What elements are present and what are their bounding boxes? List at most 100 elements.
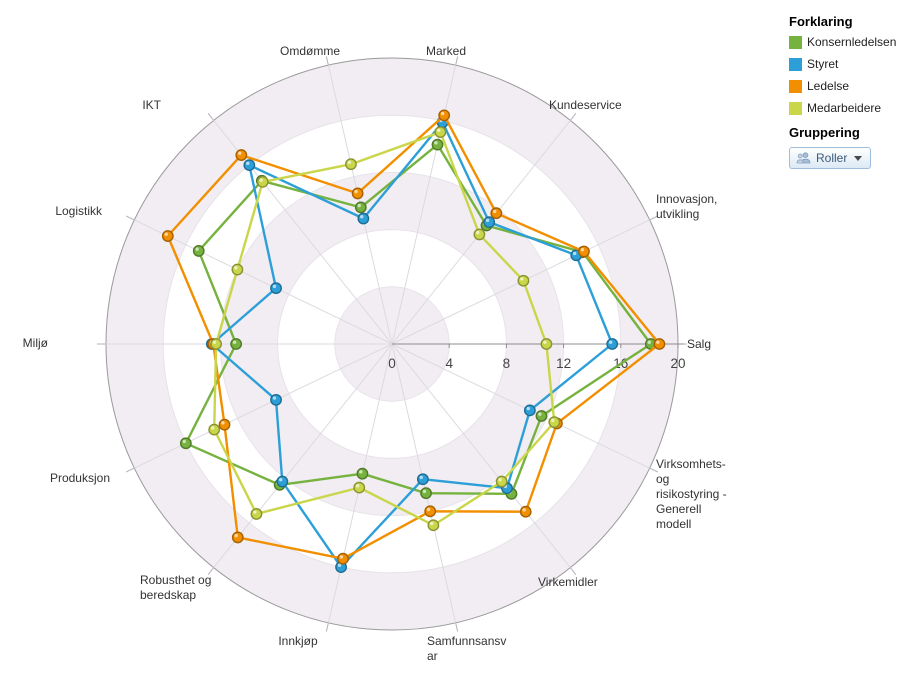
data-point-ledelse[interactable] — [231, 531, 244, 544]
data-point-medarbeidere[interactable] — [427, 519, 440, 532]
data-point-konsernledelsen[interactable] — [535, 410, 548, 422]
data-point-gloss — [210, 426, 215, 430]
data-point-styret[interactable] — [483, 216, 496, 229]
legend-title: Forklaring — [789, 14, 853, 29]
data-point-styret[interactable] — [243, 159, 256, 172]
legend-item-styret[interactable]: Styret — [789, 57, 901, 71]
data-point-medarbeidere[interactable] — [250, 508, 263, 520]
data-point-medarbeidere[interactable] — [353, 481, 366, 494]
category-label: Samfunnsansv — [427, 634, 506, 648]
axis-tick-label: 0 — [388, 356, 396, 371]
data-point-styret[interactable] — [606, 338, 619, 350]
category-tick — [455, 622, 459, 632]
category-label: Generell — [656, 502, 701, 516]
data-point-ledelse[interactable] — [653, 338, 666, 350]
legend-item-ledelse[interactable]: Ledelse — [789, 79, 901, 93]
data-point-konsernledelsen[interactable] — [354, 201, 367, 214]
data-point-medarbeidere[interactable] — [548, 416, 561, 429]
data-point-gloss — [355, 484, 360, 488]
data-point-gloss — [580, 248, 585, 252]
data-point-styret[interactable] — [357, 212, 370, 225]
category-label: utvikling — [656, 207, 699, 221]
data-point-ledelse[interactable] — [490, 207, 503, 220]
data-point-ledelse[interactable] — [218, 418, 231, 431]
data-point-gloss — [419, 475, 423, 480]
data-point-konsernledelsen[interactable] — [230, 338, 243, 350]
data-point-medarbeidere[interactable] — [540, 338, 553, 350]
data-point-ledelse[interactable] — [161, 230, 174, 242]
data-point-ledelse[interactable] — [424, 505, 437, 518]
category-tick — [569, 567, 577, 575]
people-icon — [796, 152, 811, 164]
legend-item-medarbeidere[interactable]: Medarbeidere — [789, 101, 901, 115]
data-point-gloss — [164, 232, 168, 236]
category-label: IKT — [142, 98, 161, 112]
data-point-konsernledelsen[interactable] — [356, 467, 369, 480]
grouping-dropdown-roller[interactable]: Roller — [789, 147, 872, 169]
legend-item-konsernledelsen[interactable]: Konsernledelsen — [789, 35, 901, 49]
category-tick — [125, 467, 135, 473]
data-point-medarbeidere[interactable] — [495, 475, 508, 488]
data-point-ledelse[interactable] — [235, 149, 248, 161]
data-point-gloss — [520, 277, 524, 281]
data-point-gloss — [246, 161, 250, 166]
data-point-gloss — [551, 418, 555, 423]
data-point-konsernledelsen[interactable] — [192, 245, 205, 257]
data-point-gloss — [259, 178, 263, 182]
data-point-styret[interactable] — [523, 404, 536, 417]
category-label: risikostyring - — [656, 487, 727, 501]
data-point-gloss — [234, 533, 238, 538]
data-point-styret[interactable] — [270, 282, 282, 295]
category-tick — [649, 467, 659, 473]
category-tick — [207, 113, 215, 121]
category-label: Miljø — [23, 336, 49, 350]
data-point-gloss — [272, 284, 277, 289]
data-point-medarbeidere[interactable] — [517, 274, 530, 287]
data-point-medarbeidere[interactable] — [345, 158, 357, 171]
data-point-medarbeidere[interactable] — [231, 263, 244, 276]
data-point-medarbeidere[interactable] — [208, 423, 221, 436]
legend-panel: Forklaring Konsernledelsen Styret Ledels… — [789, 10, 901, 169]
data-point-gloss — [238, 151, 242, 155]
data-point-gloss — [656, 340, 660, 344]
category-label: Virksomhets- — [656, 457, 726, 471]
category-label: Robusthet og — [140, 573, 211, 587]
category-label: modell — [656, 517, 691, 531]
data-point-medarbeidere[interactable] — [473, 228, 486, 241]
data-point-styret[interactable] — [276, 475, 289, 488]
legend-item-label: Ledelse — [807, 79, 850, 93]
legend-item-label: Konsernledelsen — [807, 35, 897, 49]
data-point-ledelse[interactable] — [351, 187, 364, 200]
spoke-line — [391, 343, 650, 469]
axis-tick-label: 20 — [670, 356, 685, 371]
data-point-gloss — [339, 555, 344, 559]
category-label: Marked — [426, 44, 466, 58]
data-point-gloss — [440, 111, 445, 116]
data-point-gloss — [337, 563, 342, 567]
data-point-konsernledelsen[interactable] — [431, 138, 444, 151]
series-swatch — [789, 35, 802, 49]
grouping-dropdown-label: Roller — [816, 151, 848, 165]
category-tick — [125, 215, 135, 221]
data-point-ledelse[interactable] — [438, 109, 451, 122]
spoke-line — [391, 343, 571, 568]
data-point-styret[interactable] — [416, 473, 429, 486]
category-label: Virkemidler — [538, 575, 598, 589]
axis-tick-label: 8 — [503, 356, 511, 371]
series-swatch — [789, 101, 802, 115]
category-tick — [649, 215, 659, 221]
data-point-styret[interactable] — [270, 393, 282, 406]
data-point-konsernledelsen[interactable] — [179, 437, 192, 450]
data-point-gloss — [253, 510, 257, 514]
data-point-medarbeidere[interactable] — [256, 175, 269, 188]
data-point-gloss — [232, 340, 237, 344]
data-point-ledelse[interactable] — [519, 505, 532, 518]
data-point-gloss — [221, 421, 225, 425]
data-point-konsernledelsen[interactable] — [420, 487, 432, 500]
data-point-ledelse[interactable] — [337, 552, 349, 565]
data-point-ledelse[interactable] — [578, 245, 590, 258]
data-point-medarbeidere[interactable] — [210, 338, 223, 350]
data-point-medarbeidere[interactable] — [434, 126, 447, 138]
data-point-gloss — [608, 340, 613, 344]
